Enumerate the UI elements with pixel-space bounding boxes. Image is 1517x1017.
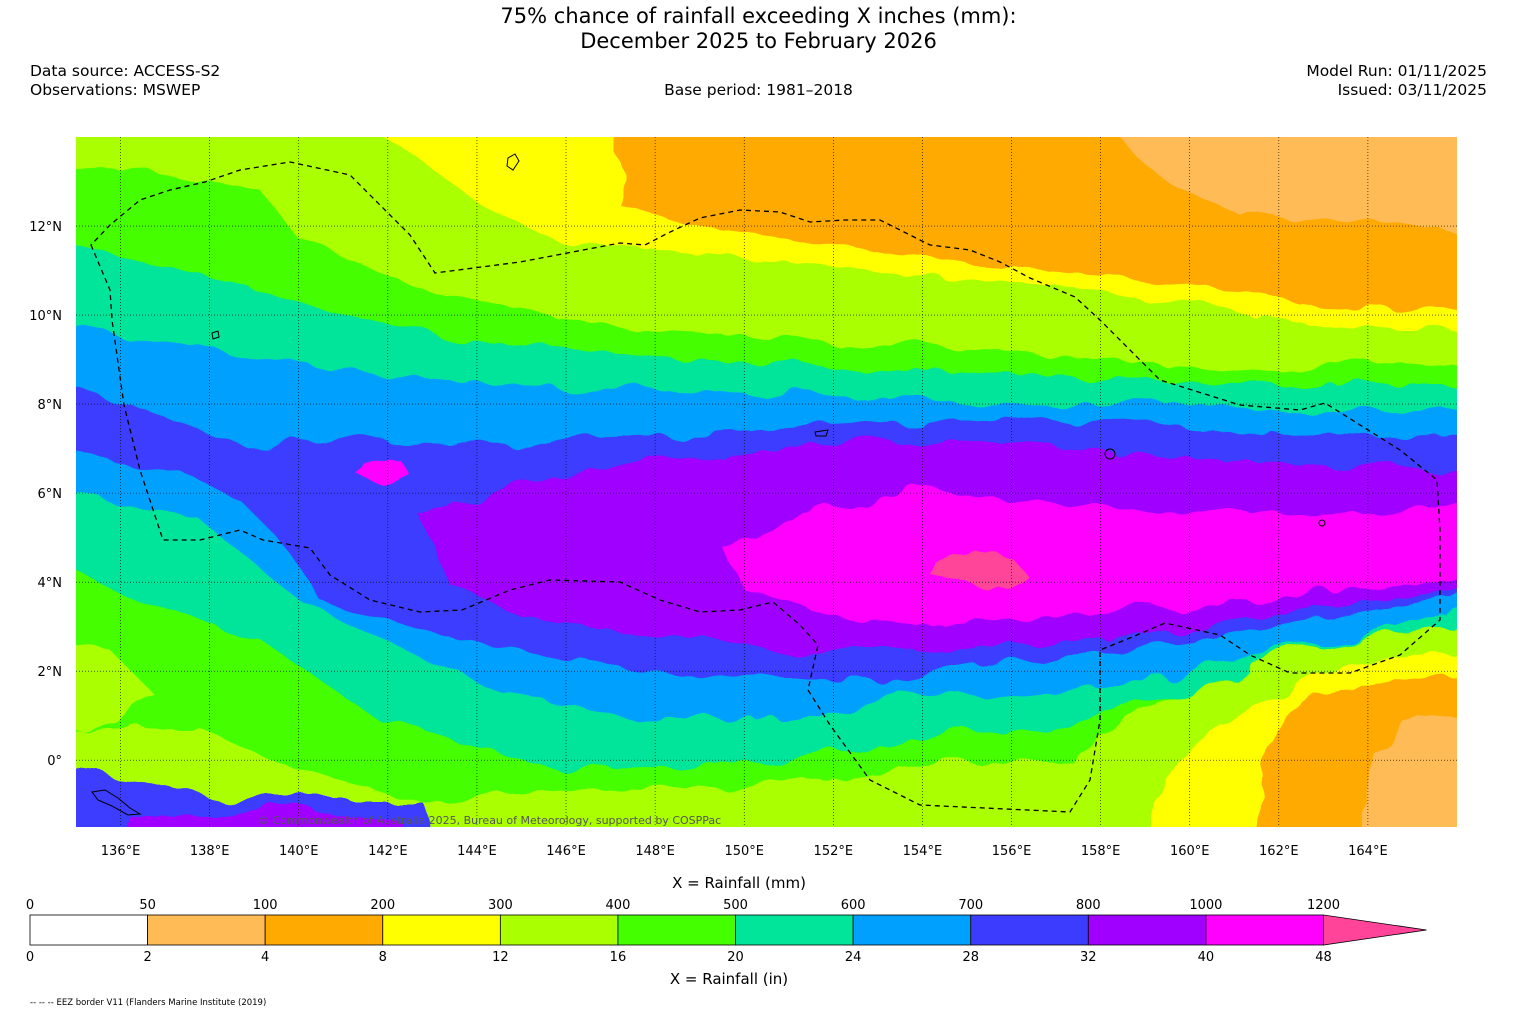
band-1000-1200-west xyxy=(355,455,405,482)
legend-mm-tick: 50 xyxy=(139,898,156,913)
graticule xyxy=(76,137,1457,827)
colorbar-segment xyxy=(735,914,854,946)
legend-in-tick: 32 xyxy=(1080,950,1097,965)
longitude-tick-label: 142°E xyxy=(368,844,408,859)
legend-mm-label: X = Rainfall (mm) xyxy=(672,874,806,892)
map-plot-area: © Commonwealth of Australia 2025, Bureau… xyxy=(76,137,1457,827)
legend-mm-tick: 0 xyxy=(26,898,34,913)
latitude-tick-label: 6°N xyxy=(38,487,63,502)
legend-in-tick: 0 xyxy=(26,950,34,965)
legend-mm-tick: 300 xyxy=(488,898,513,913)
longitude-tick-label: 138°E xyxy=(190,844,230,859)
colorbar-segment xyxy=(29,914,148,946)
colorbar-segment xyxy=(617,914,736,946)
longitude-labels: 136°E 138°E 140°E 142°E 144°E 146°E 148°E 150°E… xyxy=(101,844,1388,859)
legend-in-label: X = Rainfall (in) xyxy=(670,970,788,988)
island-png-north xyxy=(91,789,142,816)
longitude-tick-label: 136°E xyxy=(101,844,141,859)
rainfall-contours xyxy=(76,137,1457,827)
legend-in-tick: 24 xyxy=(845,950,862,965)
legend-mm-tick: 200 xyxy=(370,898,395,913)
latitude-tick-label: 10°N xyxy=(29,309,62,324)
legend-in-tick: 40 xyxy=(1198,950,1215,965)
longitude-tick-label: 162°E xyxy=(1259,844,1299,859)
legend-mm-tick: 700 xyxy=(958,898,983,913)
latitude-tick-label: 12°N xyxy=(29,220,62,235)
colorbar xyxy=(29,914,1427,946)
data-source-text: Data source: ACCESS-S2 xyxy=(30,62,221,80)
latitude-tick-label: 0° xyxy=(47,754,62,769)
latitude-tick-label: 8°N xyxy=(38,398,63,413)
longitude-tick-label: 164°E xyxy=(1348,844,1388,859)
legend-in-tick: 16 xyxy=(610,950,627,965)
longitude-tick-label: 154°E xyxy=(903,844,943,859)
eez-footnote: -- -- -- EEZ border V11 (Flanders Marine… xyxy=(30,998,267,1008)
band-700-800-sw xyxy=(76,772,429,827)
issued-text: Issued: 03/11/2025 xyxy=(1337,81,1487,99)
legend-mm-tick: 600 xyxy=(841,898,866,913)
colorbar-segment xyxy=(382,914,501,946)
band-50-100-se xyxy=(1363,714,1457,827)
island-kosrae xyxy=(1318,519,1326,527)
legend-mm-tick: 800 xyxy=(1076,898,1101,913)
longitude-tick-label: 160°E xyxy=(1170,844,1210,859)
run-info: Model Run: 01/11/2025 Issued: 03/11/2025 xyxy=(1306,62,1487,100)
base-period-text: Base period: 1981–2018 xyxy=(664,81,853,99)
longitude-tick-label: 150°E xyxy=(724,844,764,859)
legend-mm-tick: 400 xyxy=(606,898,631,913)
legend-mm-ticks: 0 50 100 200 300 400 500 600 700 800 1000 1200 xyxy=(26,898,1340,913)
longitude-tick-label: 148°E xyxy=(635,844,675,859)
legend-mm-tick: 100 xyxy=(253,898,278,913)
colorbar-segment xyxy=(1205,914,1324,946)
longitude-tick-label: 140°E xyxy=(279,844,319,859)
colorbar-segment xyxy=(852,914,972,946)
colorbar-extend-arrow xyxy=(1323,914,1427,946)
island-pohnpei xyxy=(1104,448,1116,460)
legend-mm-tick: 1200 xyxy=(1307,898,1340,913)
band-over-1200 xyxy=(932,550,1022,584)
longitude-tick-label: 158°E xyxy=(1081,844,1121,859)
title-line-2: December 2025 to February 2026 xyxy=(580,29,937,53)
island-guam xyxy=(506,153,520,171)
band-300-400-sw xyxy=(76,644,150,730)
title-line-1: 75% chance of rainfall exceeding X inche… xyxy=(500,4,1017,28)
colorbar-segment xyxy=(264,914,384,946)
band-800-1000-sw xyxy=(130,810,400,827)
legend-in-ticks: 0 2 4 8 12 16 20 24 28 32 40 48 xyxy=(26,950,1332,965)
legend-in-tick: 48 xyxy=(1315,950,1332,965)
island-yap xyxy=(211,330,220,340)
colorbar-segment xyxy=(1087,914,1207,946)
legend-in-tick: 12 xyxy=(492,950,509,965)
longitude-tick-label: 156°E xyxy=(992,844,1032,859)
islands xyxy=(91,153,1326,816)
colorbar-segment xyxy=(970,914,1089,946)
legend-in-tick: 28 xyxy=(962,950,979,965)
longitude-tick-label: 144°E xyxy=(457,844,497,859)
band-50-100-north xyxy=(1120,137,1457,230)
latitude-tick-label: 2°N xyxy=(38,665,63,680)
model-run-text: Model Run: 01/11/2025 xyxy=(1306,62,1487,80)
longitude-tick-label: 152°E xyxy=(814,844,854,859)
legend-in-tick: 4 xyxy=(261,950,269,965)
legend-in-tick: 20 xyxy=(727,950,744,965)
latitude-tick-label: 4°N xyxy=(38,576,63,591)
longitude-tick-label: 146°E xyxy=(546,844,586,859)
band-1000-1200 xyxy=(720,490,1457,628)
latitude-labels: 12°N 10°N 8°N 6°N 4°N 2°N 0° xyxy=(29,220,62,769)
legend-in-tick: 2 xyxy=(143,950,151,965)
source-info: Data source: ACCESS-S2 Observations: MSW… xyxy=(30,62,220,100)
legend-in-tick: 8 xyxy=(379,950,387,965)
island-chuuk xyxy=(814,429,829,437)
chart-title: 75% chance of rainfall exceeding X inche… xyxy=(0,4,1517,54)
copyright-text: © Commonwealth of Australia 2025, Bureau… xyxy=(258,814,721,827)
eez-border xyxy=(90,161,1441,813)
observations-text: Observations: MSWEP xyxy=(30,81,201,99)
legend-mm-tick: 1000 xyxy=(1189,898,1222,913)
legend-mm-tick: 500 xyxy=(723,898,748,913)
colorbar-segment xyxy=(147,914,266,946)
colorbar-segment xyxy=(499,914,619,946)
